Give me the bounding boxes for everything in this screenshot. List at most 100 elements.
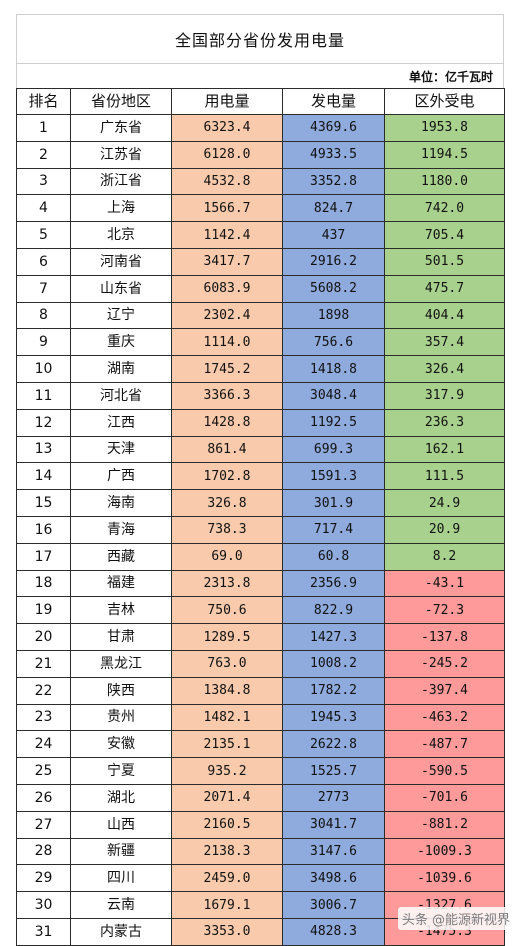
header-usage: 用电量: [171, 88, 283, 115]
rank-cell: 6: [16, 247, 71, 276]
rank-cell: 23: [16, 703, 71, 732]
table-row: 22 陕西 1384.8 1782.2 -397.4: [16, 676, 505, 705]
generation-cell: 1418.8: [282, 355, 385, 383]
header-row: 排名 省份地区 用电量 发电量 区外受电: [16, 88, 505, 115]
generation-cell: 3006.7: [282, 891, 385, 919]
rank-cell: 27: [16, 810, 71, 839]
generation-cell: 60.8: [282, 542, 385, 571]
rank-cell: 29: [16, 864, 71, 893]
electricity-table: 排名 省份地区 用电量 发电量 区外受电 1 广东省 6323.4 4369.6 195…: [16, 88, 505, 946]
external-cell: 1194.5: [384, 140, 505, 169]
table-row: 26 湖北 2071.4 2773 -701.6: [16, 783, 505, 812]
rank-cell: 25: [16, 757, 71, 785]
rank-cell: 12: [16, 408, 71, 437]
generation-cell: 3498.6: [282, 864, 385, 893]
usage-cell: 2138.3: [171, 837, 283, 866]
province-cell: 山西: [70, 810, 172, 839]
external-cell: -1039.6: [384, 864, 505, 893]
rank-cell: 11: [16, 381, 71, 410]
generation-cell: 437: [282, 221, 385, 249]
external-cell: 1953.8: [384, 114, 505, 142]
external-cell: 8.2: [384, 542, 505, 571]
table-row: 15 海南 326.8 301.9 24.9: [16, 489, 505, 517]
generation-cell: 717.4: [282, 515, 385, 544]
usage-cell: 2160.5: [171, 810, 283, 839]
external-cell: 236.3: [384, 408, 505, 437]
usage-cell: 1745.2: [171, 355, 283, 383]
external-cell: -397.4: [384, 676, 505, 705]
usage-cell: 738.3: [171, 515, 283, 544]
external-cell: -72.3: [384, 596, 505, 625]
external-cell: -1009.3: [384, 837, 505, 866]
watermark: 头条 @能源新视界: [397, 907, 514, 930]
province-cell: 上海: [70, 194, 172, 223]
table-row: 5 北京 1142.4 437 705.4: [16, 221, 505, 249]
province-cell: 西藏: [70, 542, 172, 571]
table-row: 1 广东省 6323.4 4369.6 1953.8: [16, 114, 505, 142]
external-cell: -463.2: [384, 703, 505, 732]
unit-label: 单位：亿千瓦时: [16, 63, 504, 88]
table-row: 16 青海 738.3 717.4 20.9: [16, 515, 505, 544]
rank-cell: 4: [16, 194, 71, 223]
usage-cell: 6128.0: [171, 140, 283, 169]
rank-cell: 7: [16, 274, 71, 303]
header-external: 区外受电: [384, 88, 505, 115]
table-row: 3 浙江省 4532.8 3352.8 1180.0: [16, 167, 505, 196]
table-row: 13 天津 861.4 699.3 162.1: [16, 435, 505, 464]
external-cell: 317.9: [384, 381, 505, 410]
rank-cell: 30: [16, 891, 71, 919]
table-title: 全国部分省份发用电量: [16, 14, 504, 63]
generation-cell: 1898: [282, 301, 385, 330]
generation-cell: 699.3: [282, 435, 385, 464]
table-row: 4 上海 1566.7 824.7 742.0: [16, 194, 505, 223]
rank-cell: 8: [16, 301, 71, 330]
external-cell: -881.2: [384, 810, 505, 839]
province-cell: 宁夏: [70, 757, 172, 785]
generation-cell: 4369.6: [282, 114, 385, 142]
usage-cell: 1566.7: [171, 194, 283, 223]
header-province: 省份地区: [70, 88, 172, 115]
province-cell: 青海: [70, 515, 172, 544]
external-cell: 404.4: [384, 301, 505, 330]
rank-cell: 13: [16, 435, 71, 464]
province-cell: 陕西: [70, 676, 172, 705]
data-table-page: 全国部分省份发用电量 单位：亿千瓦时 排名 省份地区 用电量 发电量 区外受电 …: [16, 14, 505, 946]
usage-cell: 4532.8: [171, 167, 283, 196]
usage-cell: 1142.4: [171, 221, 283, 249]
table-row: 23 贵州 1482.1 1945.3 -463.2: [16, 703, 505, 732]
generation-cell: 1427.3: [282, 623, 385, 651]
external-cell: 20.9: [384, 515, 505, 544]
province-cell: 江苏省: [70, 140, 172, 169]
external-cell: -137.8: [384, 623, 505, 651]
external-cell: -245.2: [384, 649, 505, 678]
rank-cell: 21: [16, 649, 71, 678]
rank-cell: 26: [16, 783, 71, 812]
generation-cell: 2773: [282, 783, 385, 812]
generation-cell: 824.7: [282, 194, 385, 223]
table-row: 17 西藏 69.0 60.8 8.2: [16, 542, 505, 571]
province-cell: 河南省: [70, 247, 172, 276]
table-row: 20 甘肃 1289.5 1427.3 -137.8: [16, 623, 505, 651]
table-row: 19 吉林 750.6 822.9 -72.3: [16, 596, 505, 625]
province-cell: 浙江省: [70, 167, 172, 196]
generation-cell: 4933.5: [282, 140, 385, 169]
province-cell: 新疆: [70, 837, 172, 866]
table-row: 7 山东省 6083.9 5608.2 475.7: [16, 274, 505, 303]
external-cell: 162.1: [384, 435, 505, 464]
province-cell: 湖北: [70, 783, 172, 812]
usage-cell: 750.6: [171, 596, 283, 625]
province-cell: 甘肃: [70, 623, 172, 651]
external-cell: -590.5: [384, 757, 505, 785]
usage-cell: 3366.3: [171, 381, 283, 410]
generation-cell: 301.9: [282, 489, 385, 517]
table-row: 21 黑龙江 763.0 1008.2 -245.2: [16, 649, 505, 678]
usage-cell: 1702.8: [171, 462, 283, 491]
external-cell: 111.5: [384, 462, 505, 491]
generation-cell: 3147.6: [282, 837, 385, 866]
province-cell: 山东省: [70, 274, 172, 303]
generation-cell: 1782.2: [282, 676, 385, 705]
generation-cell: 2622.8: [282, 730, 385, 759]
external-cell: 501.5: [384, 247, 505, 276]
rank-cell: 31: [16, 917, 71, 946]
usage-cell: 935.2: [171, 757, 283, 785]
